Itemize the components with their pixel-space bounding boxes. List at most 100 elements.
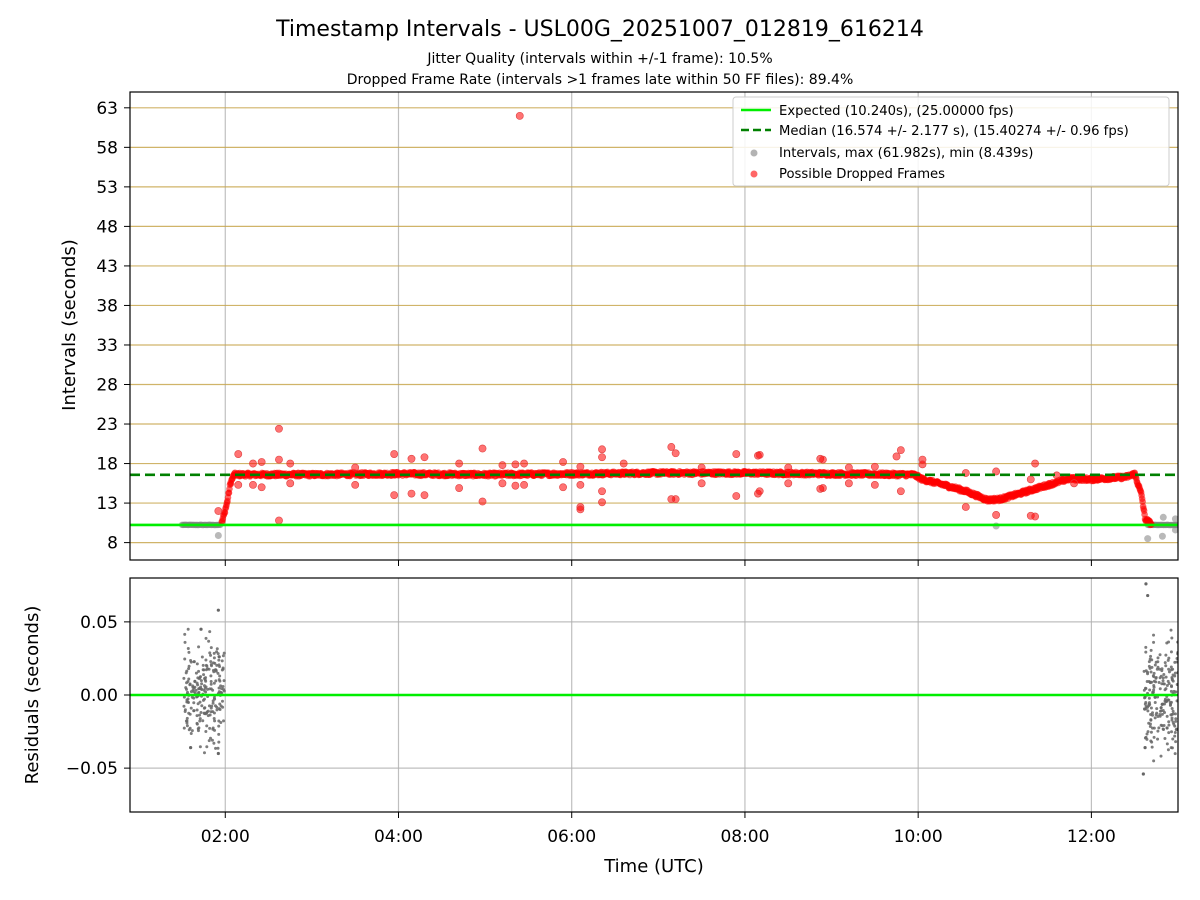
residuals-y-tick-label: 0.05 (80, 613, 118, 633)
residual-point (1167, 670, 1171, 674)
residual-point (1145, 679, 1149, 683)
x-tick-label: 02:00 (201, 827, 250, 847)
residual-point (1147, 660, 1151, 664)
dropped-frame-point (844, 479, 853, 488)
residual-point (186, 679, 190, 683)
dropped-frame-point (697, 463, 706, 472)
residual-point (218, 674, 222, 678)
residual-point (1149, 654, 1153, 658)
residual-point (201, 663, 205, 667)
residual-point (1146, 593, 1150, 598)
residual-point (1164, 675, 1168, 679)
residual-point (205, 710, 209, 714)
residual-point (1152, 671, 1156, 675)
residual-point (207, 639, 211, 643)
dropped-frame-point (498, 479, 507, 488)
residual-point (222, 719, 226, 723)
legend: Expected (10.240s), (25.00000 fps) Median… (732, 96, 1170, 187)
residual-point (1170, 707, 1174, 711)
residual-point (192, 709, 196, 713)
residual-point (1167, 720, 1171, 724)
residual-point (216, 746, 220, 750)
residual-point (1148, 724, 1152, 728)
dropped-frame-point (257, 458, 266, 466)
residual-point (211, 726, 215, 730)
residual-point (192, 696, 196, 700)
dropped-frame-point (420, 453, 429, 462)
residual-point (214, 746, 218, 750)
chart-title: Timestamp Intervals - USL00G_20251007_01… (275, 17, 924, 42)
chart-subtitle-jitter: Jitter Quality (intervals within +/-1 fr… (426, 51, 772, 67)
residual-point (1167, 667, 1171, 671)
dropped-frame-point (755, 450, 764, 459)
residual-point (209, 706, 213, 710)
residual-point (1162, 672, 1166, 676)
residual-point (1171, 709, 1175, 713)
intervals-y-tick-label: 38 (96, 296, 118, 316)
residual-point (183, 640, 187, 644)
residual-point (216, 751, 220, 756)
residual-point (1175, 657, 1178, 661)
dropped-frame-point (576, 480, 585, 489)
residual-point (1174, 740, 1178, 744)
residual-point (1156, 656, 1160, 660)
residual-point (182, 695, 186, 699)
residual-point (194, 688, 198, 692)
residual-point (205, 664, 209, 668)
dropped-frame-point (286, 459, 295, 468)
dropped-frame-point (598, 453, 606, 462)
residual-point (220, 699, 224, 703)
residual-point (212, 711, 216, 715)
residual-point (1173, 752, 1177, 756)
residual-point (1165, 699, 1169, 703)
dropped-frame-point (992, 467, 1001, 476)
residual-point (1172, 689, 1176, 693)
intervals-y-tick-label: 28 (96, 376, 118, 396)
residual-point (197, 726, 201, 730)
legend-dropped-swatch (750, 170, 758, 178)
residual-point (1161, 727, 1165, 731)
residual-point (1144, 669, 1148, 673)
residual-point (201, 668, 205, 672)
residual-point (182, 726, 186, 730)
dropped-frame-point (275, 424, 283, 433)
intervals-y-tick-label: 58 (96, 138, 118, 158)
interval-point (1159, 513, 1167, 521)
dropped-frame-point (784, 479, 793, 488)
residual-point (208, 687, 212, 691)
residual-point (210, 738, 214, 742)
dropped-frame-point (818, 455, 827, 464)
legend-intervals-swatch (750, 149, 758, 157)
residual-point (184, 719, 188, 723)
residual-point (1147, 696, 1151, 700)
residual-point (1144, 645, 1148, 649)
dropped-frame-point (407, 454, 416, 463)
residual-point (1149, 648, 1153, 652)
dropped-frame-point (896, 487, 905, 496)
legend-box (732, 96, 1170, 187)
dropped-frame-point (455, 484, 464, 492)
dropped-frame-point (520, 480, 528, 489)
residual-point (183, 657, 187, 661)
intervals-y-tick-label: 8 (107, 534, 118, 554)
residual-point (1160, 669, 1164, 673)
dropped-frame-point (598, 445, 606, 454)
residual-point (183, 709, 187, 713)
residual-point (1158, 653, 1162, 657)
chart-subtitle-dropped: Dropped Frame Rate (intervals >1 frames … (347, 72, 854, 88)
dropped-frame-point (671, 495, 680, 504)
residual-point (1149, 718, 1153, 722)
residual-point (187, 667, 191, 671)
residual-point (1164, 664, 1168, 668)
residual-point (1167, 723, 1171, 727)
residual-point (221, 685, 225, 689)
dropped-frame-point (1070, 479, 1078, 488)
dropped-frame-point (671, 449, 680, 458)
residual-point (1166, 658, 1170, 662)
residual-point (1173, 712, 1177, 716)
residual-point (185, 724, 189, 728)
residual-point (213, 719, 217, 723)
residual-point (189, 732, 193, 736)
residual-point (217, 740, 221, 744)
residual-point (200, 682, 204, 686)
